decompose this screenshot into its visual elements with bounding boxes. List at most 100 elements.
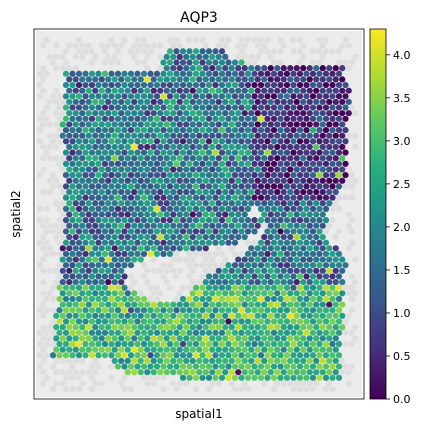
empty-spot: [257, 48, 265, 55]
expression-spot: [88, 138, 96, 145]
expression-spot: [124, 233, 131, 241]
expression-spot: [69, 295, 76, 303]
empty-spot: [36, 81, 44, 89]
expression-spot: [176, 312, 183, 319]
expression-spot: [209, 65, 216, 72]
expression-spot: [222, 132, 229, 139]
expression-spot: [212, 160, 219, 167]
expression-spot: [251, 284, 258, 291]
empty-spot: [53, 267, 60, 274]
expression-spot: [280, 211, 287, 218]
expression-spot: [170, 166, 177, 173]
expression-spot: [202, 110, 209, 117]
expression-spot: [222, 98, 229, 106]
empty-spot: [62, 385, 70, 393]
expression-spot: [105, 278, 112, 286]
expression-spot: [121, 250, 128, 258]
expression-spot: [251, 318, 258, 325]
expression-spot: [251, 183, 258, 190]
expression-spot: [251, 104, 258, 111]
expression-spot: [309, 273, 317, 280]
expression-spot: [306, 278, 313, 286]
colorbar-tick-label: 4.0: [393, 49, 411, 62]
expression-spot: [335, 329, 343, 336]
expression-spot: [108, 160, 115, 167]
expression-spot: [300, 346, 307, 353]
expression-spot: [313, 267, 320, 274]
expression-spot: [72, 290, 79, 297]
expression-spot: [166, 318, 174, 325]
empty-spot: [345, 222, 352, 229]
expression-spot: [235, 301, 242, 308]
expression-spot: [124, 76, 131, 83]
expression-spot: [124, 87, 131, 94]
expression-spot: [186, 183, 193, 190]
expression-spot: [121, 318, 128, 325]
expression-spot: [257, 115, 265, 122]
expression-spot: [332, 346, 339, 353]
expression-spot: [189, 53, 196, 60]
expression-spot: [131, 335, 138, 342]
expression-spot: [82, 194, 89, 201]
expression-spot: [283, 81, 291, 89]
expression-spot: [66, 177, 73, 184]
empty-spot: [348, 363, 356, 370]
expression-spot: [228, 335, 235, 342]
expression-spot: [261, 76, 268, 83]
expression-spot: [69, 160, 76, 167]
expression-spot: [114, 194, 122, 201]
expression-spot: [274, 267, 281, 274]
expression-spot: [137, 312, 144, 319]
expression-spot: [92, 98, 99, 106]
expression-spot: [342, 115, 349, 122]
expression-spot: [202, 121, 209, 128]
expression-spot: [105, 346, 112, 353]
expression-spot: [254, 65, 261, 72]
expression-spot: [183, 98, 190, 106]
expression-spot: [306, 98, 313, 106]
expression-spot: [101, 183, 109, 190]
expression-spot: [170, 87, 177, 94]
expression-spot: [309, 239, 317, 246]
expression-spot: [274, 188, 281, 196]
expression-spot: [287, 346, 294, 353]
expression-spot: [150, 166, 157, 173]
empty-spot: [40, 245, 47, 252]
expression-spot: [124, 166, 131, 173]
expression-spot: [163, 53, 170, 60]
expression-spot: [121, 340, 128, 348]
expression-spot: [98, 335, 105, 342]
expression-spot: [225, 172, 232, 179]
expression-spot: [108, 352, 115, 359]
empty-spot: [59, 233, 66, 241]
expression-spot: [316, 149, 323, 156]
expression-spot: [199, 194, 206, 201]
expression-spot: [92, 222, 99, 229]
expression-spot: [228, 121, 235, 128]
expression-spot: [212, 70, 219, 77]
expression-spot: [79, 121, 86, 128]
expression-spot: [228, 132, 235, 139]
expression-spot: [157, 357, 164, 365]
expression-spot: [82, 205, 89, 212]
expression-spot: [98, 177, 105, 184]
expression-spot: [192, 149, 200, 156]
expression-spot: [144, 200, 151, 207]
expression-spot: [209, 166, 216, 173]
expression-spot: [88, 228, 96, 235]
empty-spot: [144, 65, 151, 72]
expression-spot: [153, 340, 161, 348]
expression-spot: [66, 132, 73, 139]
expression-spot: [209, 177, 216, 184]
expression-spot: [62, 93, 70, 100]
expression-spot: [225, 273, 232, 280]
empty-spot: [179, 284, 187, 291]
expression-spot: [92, 143, 99, 151]
expression-spot: [92, 233, 99, 241]
expression-spot: [166, 239, 174, 246]
empty-spot: [264, 48, 271, 55]
expression-spot: [274, 290, 281, 297]
expression-spot: [261, 155, 268, 162]
expression-spot: [140, 115, 148, 122]
expression-spot: [199, 70, 206, 77]
